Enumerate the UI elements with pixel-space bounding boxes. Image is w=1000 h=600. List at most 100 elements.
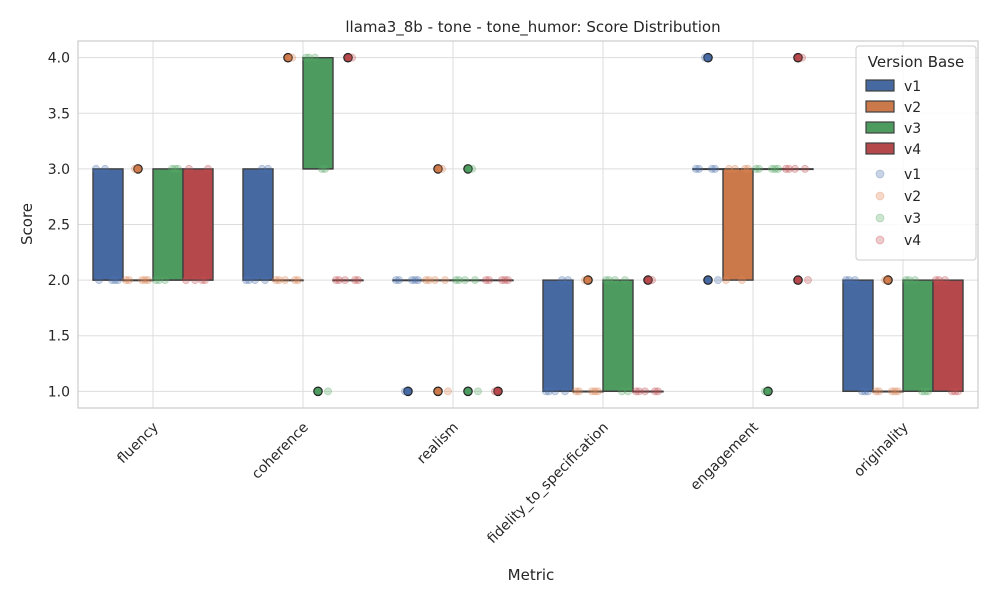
strip-point [791,164,800,173]
strip-point [451,276,460,285]
box-body [932,279,964,393]
strip-point [932,276,941,285]
strip-point [430,276,439,285]
strip-point [503,276,512,285]
strip-point [941,276,950,285]
strip-point [200,276,209,285]
strip-point [588,387,597,396]
y-tick-label: 2.0 [48,273,70,289]
box-v2-engagement [722,168,754,281]
strip-point [954,387,963,396]
strip-point [714,276,723,285]
strip-point [708,164,717,173]
strip-point [575,387,584,396]
strip-point [951,387,960,396]
strip-point [340,276,349,285]
strip-point [651,387,660,396]
strip-point [542,387,551,396]
strip-point [280,276,289,285]
box-body [842,279,874,393]
strip-point [323,387,332,396]
box-v4-fidelity_to_specification [632,275,664,393]
strip-point [564,276,573,285]
box-v1-originality [842,279,874,393]
box-outlier [313,386,323,397]
strip-point [241,276,250,285]
strip-point [911,276,920,285]
box-v2-originality [872,275,904,393]
x-tick-label: coherence [249,420,312,483]
strip-point [771,164,780,173]
strip-point [310,53,319,62]
strip-point [484,276,493,285]
y-tick-label: 4.0 [48,51,70,67]
strip-point [654,387,663,396]
plot-frame [77,40,979,409]
y-tick-label: 1.0 [48,384,70,400]
box-v3-coherence [302,56,334,397]
legend-point-swatch [875,169,885,179]
legend-point-swatch [875,191,885,201]
strip-point [722,276,731,285]
strip-point [801,164,810,173]
legend-box-swatch [865,142,895,155]
strip-point [891,387,900,396]
strip-point [602,276,611,285]
strip-point [257,164,266,173]
strip-point [725,164,734,173]
strip-point [711,164,720,173]
box-outlier [463,386,473,397]
x-axis-ticks: fluency coherence realism fidelity_to_speci… [114,419,911,547]
box-outlier [283,52,293,63]
strip-point [421,276,430,285]
strip-point [95,276,104,285]
strip-point [761,387,770,396]
strip-point [888,387,897,396]
strip-point [443,387,452,396]
strip-point [591,387,600,396]
strip-point [731,164,740,173]
strip-point [935,276,944,285]
y-axis-ticks: 1.0 1.5 2.0 2.5 3.0 3.5 4.0 [48,51,70,401]
box-v4-engagement [782,52,814,285]
strip-point [173,164,182,173]
box-outlier [643,275,653,285]
strip-point [154,276,163,285]
strip-point [114,276,123,285]
strip-point [151,276,160,285]
strip-point [111,276,120,285]
strip-point [400,387,409,396]
box-v1-fluency [92,168,124,281]
x-tick-label: fluency [114,420,161,467]
strip-point [467,164,476,173]
strip-point [497,276,506,285]
box-v4-fluency [182,168,214,281]
strip-point [768,164,777,173]
strip-point [170,164,179,173]
strip-point [948,387,957,396]
box-v2-fidelity_to_specification [572,275,604,393]
legend-box-label: v3 [904,121,921,137]
box-body [92,168,124,281]
box-outlier [403,386,413,397]
strip-point [244,276,253,285]
strip-point [594,387,603,396]
strip-point [394,276,403,285]
box-outlier [433,386,443,397]
strip-point [782,164,791,173]
strip-point [648,276,657,285]
box-body [602,279,634,393]
strip-point [130,164,139,173]
box-v1-coherence [242,168,274,281]
strip-point [500,276,509,285]
legend-entries: v1 v2 v3 v4 v1 v2 v3 v4 [865,79,921,249]
strip-point [558,276,567,285]
legend-point-swatch [875,213,885,223]
strip-point [875,387,884,396]
legend-title: Version Base [868,53,964,71]
box-outlier [793,275,803,285]
box-v2-coherence [272,52,304,282]
strip-point [122,276,131,285]
strip-point [317,164,326,173]
